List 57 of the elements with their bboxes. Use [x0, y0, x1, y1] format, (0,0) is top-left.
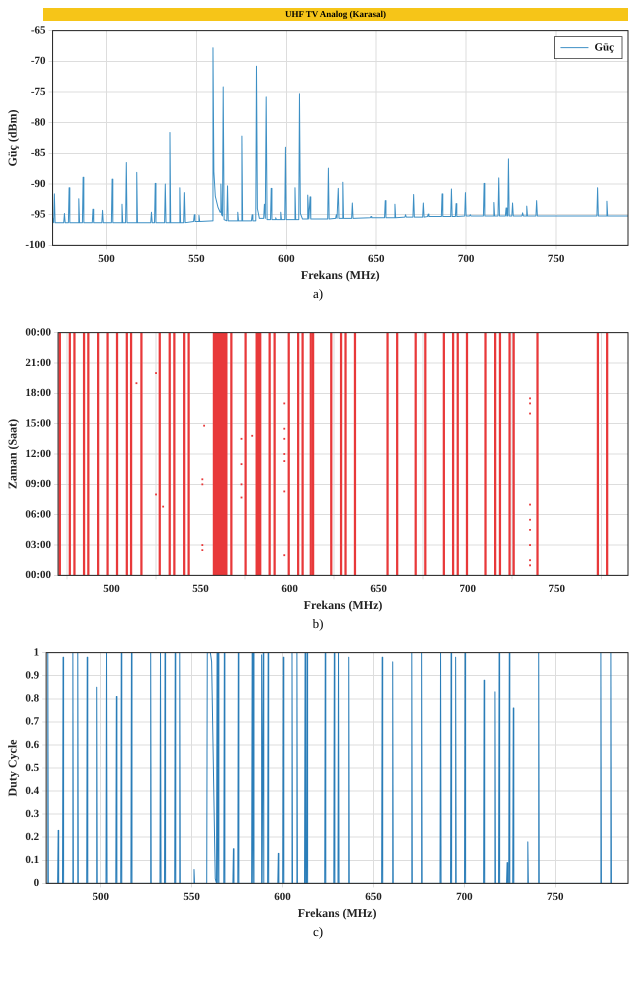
x-tick-label: 550 — [188, 252, 206, 265]
y-tick-label: 0.1 — [25, 854, 40, 866]
x-tick-label: 700 — [459, 582, 476, 595]
y-tick-label: 0 — [34, 877, 40, 890]
y-tick-label: 0.9 — [25, 670, 40, 682]
x-axis-title: Frekans (MHz) — [304, 598, 382, 612]
y-tick-label: 0.4 — [25, 784, 40, 797]
y-tick-label: 1 — [34, 646, 40, 658]
y-tick-label: 0.7 — [25, 716, 40, 728]
x-tick-label: 750 — [547, 890, 564, 903]
x-tick-label: 700 — [458, 252, 475, 265]
y-tick-label: -90 — [30, 178, 46, 190]
x-tick-label: 500 — [92, 890, 110, 903]
x-tick-label: 650 — [365, 890, 382, 903]
x-tick-label: 650 — [370, 582, 388, 595]
y-tick-label: -70 — [30, 55, 46, 68]
y-tick-label: 15:00 — [25, 417, 52, 430]
y-tick-label: 0.5 — [25, 762, 40, 774]
y-tick-label: -100 — [25, 239, 46, 252]
x-tick-label: 500 — [98, 252, 116, 265]
y-tick-label: -80 — [30, 116, 46, 128]
x-tick-label: 500 — [103, 582, 120, 595]
y-tick-label: 0.6 — [25, 738, 40, 751]
y-tick-label: 06:00 — [25, 508, 52, 521]
y-tick-label: 00:00 — [25, 326, 52, 338]
y-axis-title: Zaman (Saat) — [5, 418, 20, 490]
x-tick-label: 550 — [192, 582, 210, 595]
x-tick-label: 750 — [548, 582, 566, 595]
legend-label: Güç — [594, 41, 614, 54]
x-tick-label: 750 — [548, 252, 565, 265]
x-tick-label: 700 — [456, 890, 474, 903]
y-tick-label: -85 — [30, 147, 46, 160]
x-axis-title: Frekans (MHz) — [300, 268, 380, 282]
x-tick-label: 550 — [183, 890, 200, 903]
y-tick-label: -95 — [30, 208, 46, 221]
text: b) — [312, 615, 324, 633]
y-tick-label: 0.3 — [25, 808, 40, 820]
y-tick-label: 03:00 — [25, 538, 52, 551]
x-axis-title: Frekans (MHz) — [298, 906, 376, 920]
chart-title: UHF TV Analog (Karasal) — [43, 8, 628, 21]
y-tick-label: 00:00 — [25, 569, 52, 582]
text: a) — [312, 285, 324, 303]
y-tick-label: -65 — [30, 24, 46, 36]
x-tick-label: 600 — [274, 890, 292, 903]
y-tick-label: 09:00 — [25, 478, 52, 490]
y-tick-label: 0.2 — [25, 831, 40, 844]
y-tick-label: 18:00 — [25, 387, 52, 400]
x-tick-label: 600 — [281, 582, 298, 595]
y-tick-label: 0.8 — [25, 692, 40, 705]
y-tick-label: 21:00 — [25, 356, 52, 369]
y-tick-label: 12:00 — [25, 448, 52, 460]
y-axis-title: Güç (dBm) — [5, 109, 20, 166]
y-tick-label: -75 — [30, 86, 46, 98]
text: c) — [312, 923, 324, 941]
x-tick-label: 650 — [368, 252, 385, 265]
x-tick-label: 600 — [278, 252, 296, 265]
y-axis-title: Duty Cycle — [5, 738, 20, 796]
